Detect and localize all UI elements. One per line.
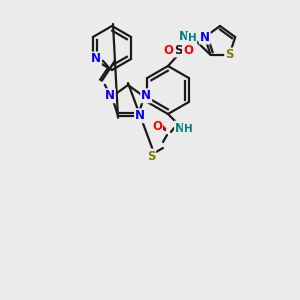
Text: O: O: [183, 44, 193, 56]
Text: S: S: [174, 44, 182, 56]
Text: O: O: [163, 44, 173, 56]
Text: N: N: [105, 89, 115, 102]
Text: N: N: [179, 31, 189, 44]
Text: O: O: [152, 119, 162, 133]
Text: N: N: [175, 122, 185, 134]
Text: H: H: [184, 124, 192, 134]
Text: N: N: [135, 109, 145, 122]
Text: N: N: [141, 89, 151, 102]
Text: N: N: [200, 31, 210, 44]
Text: N: N: [91, 52, 101, 65]
Text: S: S: [147, 149, 155, 163]
Text: H: H: [188, 33, 196, 43]
Text: S: S: [225, 48, 234, 62]
